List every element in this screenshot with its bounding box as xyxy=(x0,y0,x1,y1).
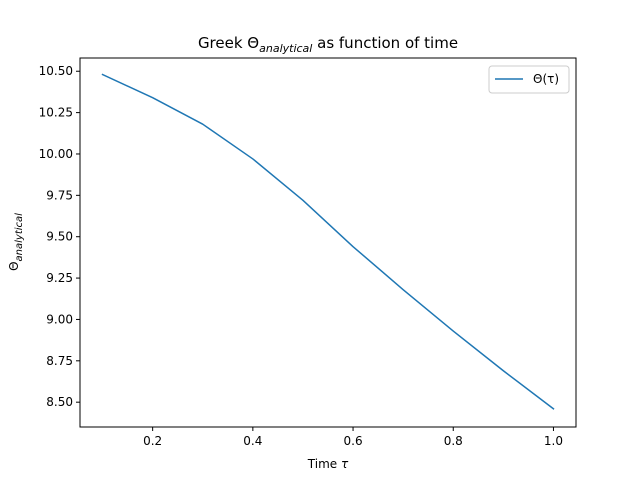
y-tick-label: 8.75 xyxy=(46,354,73,368)
legend-label: Θ(τ) xyxy=(533,72,559,86)
y-axis-label-main: Θ xyxy=(7,261,21,270)
chart-title: Greek Θanalytical as function of time xyxy=(198,34,458,55)
x-axis-label: Time τ xyxy=(307,457,349,471)
y-tick-label: 10.50 xyxy=(39,64,73,78)
y-axis-label: Θanalytical xyxy=(7,213,25,271)
plot-area: 0.2 0.4 0.6 0.8 1.0 8.50 8.75 9.00 9.25 9.50 9.75 1… xyxy=(39,57,577,448)
legend-box xyxy=(488,65,570,94)
x-tick-label: 0.8 xyxy=(444,434,463,448)
y-axis-label-subscript: analytical xyxy=(14,213,25,262)
x-tick-label: 0.6 xyxy=(344,434,363,448)
y-tick-label: 9.00 xyxy=(46,312,73,326)
series-line-0 xyxy=(101,73,555,410)
x-axis-label-main: Time xyxy=(307,457,341,471)
y-tick-label: 9.50 xyxy=(46,230,73,244)
y-tick-label: 10.25 xyxy=(39,106,73,120)
y-tick-label: 9.25 xyxy=(46,271,73,285)
x-tick-label: 0.2 xyxy=(143,434,162,448)
y-tick-label: 10.00 xyxy=(39,147,73,161)
x-axis-label-symbol: τ xyxy=(341,457,349,471)
x-tick-label: 1.0 xyxy=(544,434,563,448)
axes-frame xyxy=(79,57,577,428)
x-tick-label: 0.4 xyxy=(243,434,262,448)
y-tick-label: 8.50 xyxy=(46,395,73,409)
legend: Θ(τ) xyxy=(488,65,570,94)
y-tick-label: 9.75 xyxy=(46,188,73,202)
chart-title-main: Greek Θ xyxy=(198,34,259,52)
chart-title-subscript: analytical xyxy=(259,42,312,55)
chart-title-tail: as function of time xyxy=(312,34,458,52)
